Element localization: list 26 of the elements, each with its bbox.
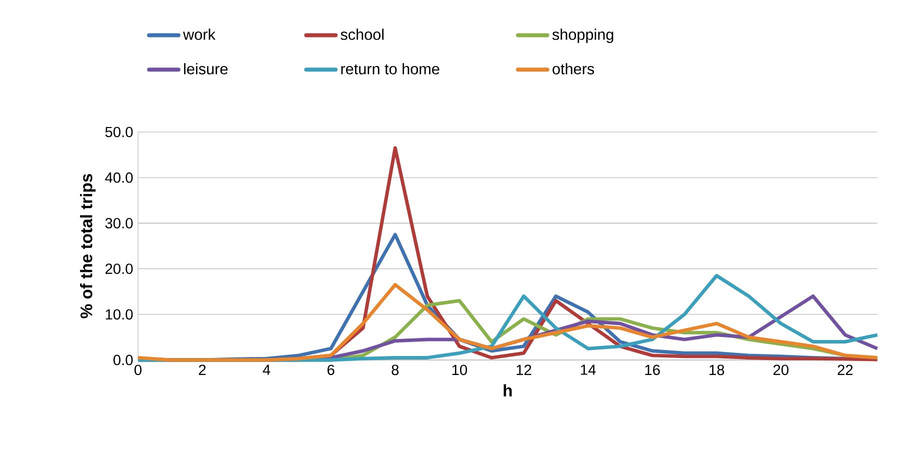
legend-label: work xyxy=(183,28,216,40)
x-tick-label: 22 xyxy=(838,364,853,376)
x-tick-label: 18 xyxy=(710,364,724,376)
y-tick-label: 30.0 xyxy=(105,218,133,229)
legend-label: leisure xyxy=(184,63,228,75)
x-tick-label: 10 xyxy=(452,364,468,376)
legend-label: others xyxy=(552,63,594,75)
x-tick-label: 0 xyxy=(134,364,142,376)
legend-label: school xyxy=(340,28,384,40)
x-tick-label: 20 xyxy=(773,364,788,376)
x-axis-title: h xyxy=(504,384,512,396)
y-tick-label: 0.0 xyxy=(113,354,133,366)
x-tick-label: 12 xyxy=(516,364,532,376)
x-tick-label: 4 xyxy=(262,364,270,375)
x-tick-label: 8 xyxy=(392,364,399,376)
y-tick-label: 40.0 xyxy=(105,172,133,183)
y-tick-label: 10.0 xyxy=(106,309,133,320)
x-tick-label: 16 xyxy=(645,364,660,376)
x-tick-label: 14 xyxy=(580,364,596,375)
y-tick-label: 20.0 xyxy=(105,264,133,274)
y-axis-title: % of the total trips xyxy=(80,174,96,318)
x-tick-label: 6 xyxy=(328,364,334,376)
legend-label: return to home xyxy=(341,63,440,75)
legend-label: shopping xyxy=(552,28,614,44)
y-tick-label: 50.0 xyxy=(105,126,133,138)
x-tick-label: 2 xyxy=(198,364,206,376)
